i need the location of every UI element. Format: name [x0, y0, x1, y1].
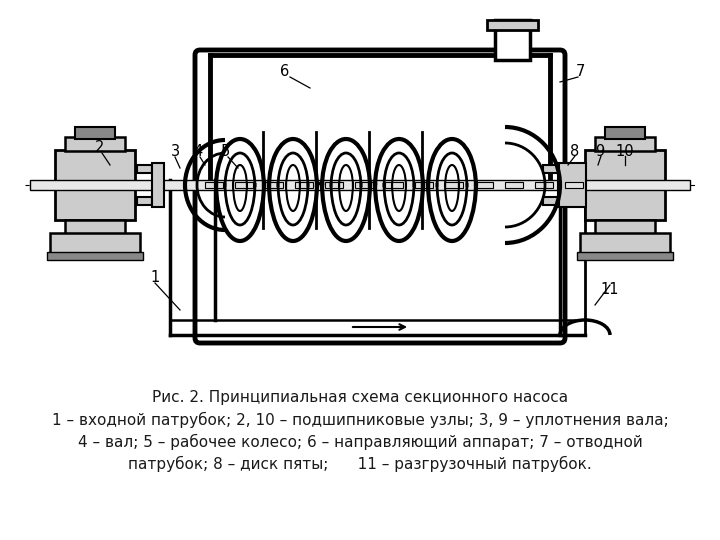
Bar: [50, 233, 140, 253]
Bar: [137, 197, 152, 205]
Text: 1: 1: [150, 271, 160, 286]
Bar: [445, 182, 463, 188]
Text: 9: 9: [595, 145, 605, 159]
Bar: [535, 182, 553, 188]
Text: Рис. 2. Принципиальная схема секционного насоса: Рис. 2. Принципиальная схема секционного…: [152, 390, 568, 405]
FancyBboxPatch shape: [195, 50, 565, 185]
FancyBboxPatch shape: [195, 187, 565, 343]
Bar: [595, 220, 655, 234]
Bar: [30, 180, 690, 190]
Bar: [543, 197, 559, 205]
Bar: [55, 150, 135, 182]
Bar: [565, 182, 583, 188]
Bar: [137, 165, 152, 173]
Text: 4: 4: [194, 145, 202, 159]
Text: 7: 7: [575, 64, 585, 79]
Text: 3: 3: [171, 145, 179, 159]
Bar: [577, 252, 673, 260]
Text: 5: 5: [220, 145, 230, 159]
Bar: [355, 182, 373, 188]
Bar: [295, 182, 313, 188]
Bar: [558, 163, 586, 207]
Bar: [543, 165, 559, 173]
Bar: [585, 150, 665, 182]
Text: 6: 6: [280, 64, 289, 79]
Text: 10: 10: [616, 145, 634, 159]
Bar: [75, 127, 115, 139]
Bar: [585, 188, 665, 220]
Bar: [475, 182, 493, 188]
Bar: [152, 163, 164, 207]
Bar: [47, 252, 143, 260]
Bar: [505, 182, 523, 188]
Bar: [235, 182, 253, 188]
Text: патрубок; 8 – диск пяты;      11 – разгрузочный патрубок.: патрубок; 8 – диск пяты; 11 – разгрузочн…: [128, 456, 592, 472]
Bar: [605, 127, 645, 139]
Bar: [595, 137, 655, 151]
Text: 11: 11: [600, 282, 619, 298]
Text: 4 – вал; 5 – рабочее колесо; 6 – направляющий аппарат; 7 – отводной: 4 – вал; 5 – рабочее колесо; 6 – направл…: [78, 434, 642, 450]
Bar: [580, 233, 670, 253]
Bar: [265, 182, 283, 188]
Bar: [385, 182, 403, 188]
Bar: [415, 182, 433, 188]
Text: 8: 8: [570, 145, 580, 159]
Text: 1 – входной патрубок; 2, 10 – подшипниковые узлы; 3, 9 – уплотнения вала;: 1 – входной патрубок; 2, 10 – подшипнико…: [52, 412, 668, 428]
Text: 2: 2: [95, 140, 104, 156]
Bar: [487, 20, 538, 30]
Bar: [495, 20, 530, 60]
Bar: [65, 220, 125, 234]
Bar: [65, 137, 125, 151]
Bar: [55, 188, 135, 220]
Bar: [325, 182, 343, 188]
Bar: [205, 182, 223, 188]
